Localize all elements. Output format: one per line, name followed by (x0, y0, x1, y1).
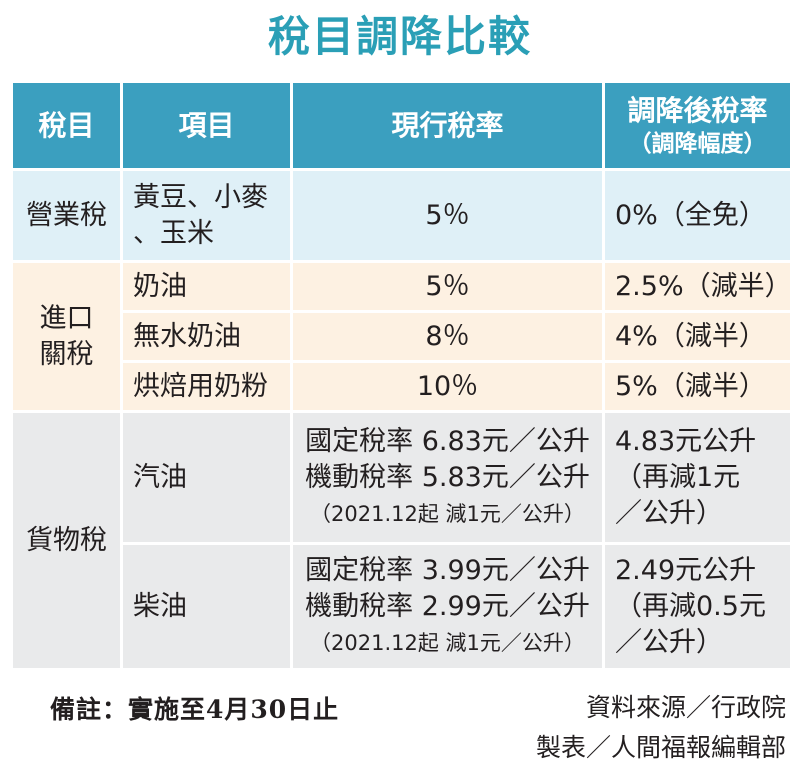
tax-comparison-table: 稅目 項目 現行稅率 調降後稅率 （調降幅度） 營業稅 黃豆、小麥 、玉米 5％… (10, 80, 793, 671)
item-cell: 奶油 (120, 260, 293, 313)
new-rate-line: ／公升） (615, 497, 723, 529)
header-current-rate: 現行稅率 (290, 80, 605, 171)
table-row: 貨物稅 汽油 國定稅率 6.83元／公升 機動稅率 5.83元／公升 （2021… (10, 410, 793, 671)
new-rate-line: 4.83元公升 (615, 425, 757, 457)
new-rate-line: ／公升） (615, 626, 723, 658)
footer-note: 備註：實施至4月30日止 (50, 695, 340, 724)
page-title: 稅目調降比較 (267, 12, 532, 61)
header-tax-item: 稅目 (10, 80, 123, 171)
new-rate-line: 2.49元公升 (615, 554, 757, 586)
maker-line: 製表／人間福報編輯部 (535, 733, 786, 762)
current-rate-cell: 8％ (290, 310, 605, 363)
group-goods-name: 貨物稅 (10, 410, 123, 671)
current-rate-line: 機動稅率 2.99元／公升 (305, 590, 590, 622)
current-rate-note: （2021.12起 減1元／公升） (310, 630, 585, 655)
current-rate-line: 國定稅率 6.83元／公升 (305, 425, 590, 457)
item-line: 黃豆、小麥 (133, 181, 268, 213)
item-cell: 柴油 (120, 542, 293, 671)
table-row: 無水奶油 8％ 4%（減半） (12, 310, 793, 363)
current-rate-line: 國定稅率 3.99元／公升 (305, 554, 590, 586)
header-new-rate-label: 調降後稅率 (627, 93, 768, 127)
table-row: 柴油 國定稅率 3.99元／公升 機動稅率 2.99元／公升 （2021.12起… (12, 542, 793, 671)
group-import-name: 進口 關稅 (10, 260, 123, 413)
current-rate-line: 機動稅率 5.83元／公升 (305, 461, 590, 493)
new-rate-cell: 2.5%（減半） (602, 260, 793, 313)
new-rate-cell: 2.49元公升 （再減0.5元 ／公升） (602, 542, 793, 671)
current-rate-cell: 5％ (290, 260, 605, 313)
group-import-name-line: 進口 (39, 302, 94, 334)
new-rate-cell: 4.83元公升 （再減1元 ／公升） (602, 410, 793, 545)
current-rate-cell: 5％ (290, 168, 605, 263)
group-business-name: 營業稅 (10, 168, 123, 263)
source-line: 資料來源／行政院 (585, 693, 786, 722)
header-new-rate-sub: （調降幅度） (628, 130, 767, 157)
table-row: 進口 關稅 奶油 5％ 2.5%（減半） (10, 260, 793, 413)
source-credits: 資料來源／行政院 製表／人間福報編輯部 (536, 688, 786, 768)
group-import-name-line: 關稅 (39, 338, 94, 370)
item-cell: 烘焙用奶粉 (120, 360, 293, 413)
current-rate-note: （2021.12起 減1元／公升） (310, 501, 585, 526)
current-rate-cell: 10％ (290, 360, 605, 413)
new-rate-line: （再減1元 (615, 461, 741, 493)
table-row: 烘焙用奶粉 10％ 5%（減半） (12, 360, 793, 413)
item-cell: 無水奶油 (120, 310, 293, 363)
new-rate-cell: 4%（減半） (602, 310, 793, 363)
item-cell: 黃豆、小麥 、玉米 (120, 168, 293, 263)
header-row: 稅目 項目 現行稅率 調降後稅率 （調降幅度） (10, 80, 793, 171)
header-item: 項目 (120, 80, 293, 171)
table-row: 營業稅 黃豆、小麥 、玉米 5％ 0%（全免） (10, 168, 793, 263)
item-cell: 汽油 (120, 410, 293, 545)
new-rate-line: （再減0.5元 (615, 590, 766, 622)
current-rate-cell: 國定稅率 6.83元／公升 機動稅率 5.83元／公升 （2021.12起 減1… (290, 410, 605, 545)
item-line: 、玉米 (133, 217, 214, 249)
current-rate-cell: 國定稅率 3.99元／公升 機動稅率 2.99元／公升 （2021.12起 減1… (290, 542, 605, 671)
header-new-rate: 調降後稅率 （調降幅度） (602, 80, 793, 171)
new-rate-cell: 0%（全免） (602, 168, 793, 263)
new-rate-cell: 5%（減半） (602, 360, 793, 413)
